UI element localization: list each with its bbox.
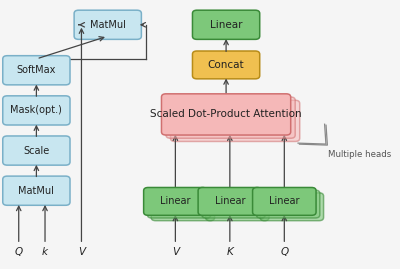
Text: Scaled Dot-Product Attention: Scaled Dot-Product Attention [150,109,302,119]
FancyBboxPatch shape [3,136,70,165]
FancyBboxPatch shape [151,193,215,221]
Text: Q: Q [280,247,288,257]
Text: Linear: Linear [214,196,245,206]
FancyBboxPatch shape [3,96,70,125]
Text: Linear: Linear [210,20,242,30]
Text: Scale: Scale [23,146,50,155]
FancyBboxPatch shape [198,187,262,215]
Text: k: k [42,247,48,257]
FancyBboxPatch shape [206,193,269,221]
Text: Concat: Concat [208,60,244,70]
Text: K: K [226,247,233,257]
FancyBboxPatch shape [192,51,260,79]
FancyBboxPatch shape [202,190,265,218]
Text: Multiple heads: Multiple heads [328,150,391,159]
Text: MatMul: MatMul [18,186,54,196]
FancyBboxPatch shape [256,190,320,218]
FancyBboxPatch shape [170,100,300,141]
FancyBboxPatch shape [3,56,70,85]
FancyBboxPatch shape [144,187,207,215]
Text: V: V [78,247,85,257]
Text: MatMul: MatMul [90,20,126,30]
FancyBboxPatch shape [252,187,316,215]
Text: Mask(opt.): Mask(opt.) [10,105,62,115]
Text: V: V [172,247,179,257]
Text: Q: Q [15,247,23,257]
FancyBboxPatch shape [74,10,141,39]
FancyBboxPatch shape [147,190,211,218]
Text: Linear: Linear [160,196,191,206]
FancyBboxPatch shape [3,176,70,205]
Text: SoftMax: SoftMax [17,65,56,75]
FancyBboxPatch shape [192,10,260,39]
FancyBboxPatch shape [162,94,291,135]
FancyBboxPatch shape [260,193,324,221]
Text: Linear: Linear [269,196,300,206]
FancyBboxPatch shape [166,97,295,138]
